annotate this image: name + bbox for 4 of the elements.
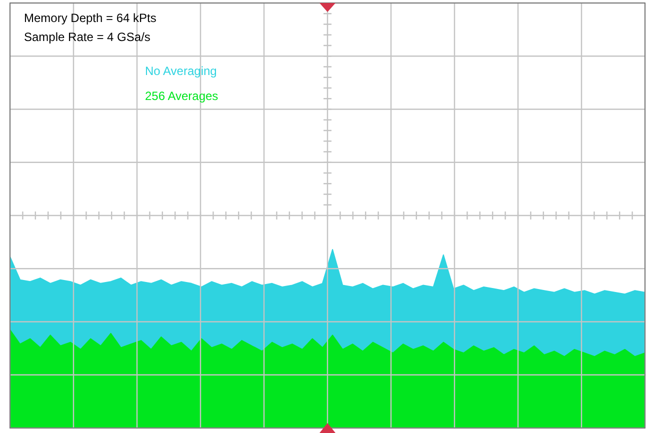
text: Memory Depth = 64 kPts (24, 11, 156, 25)
text: 256 Averages (145, 89, 218, 103)
text: No Averaging (145, 64, 217, 78)
text: Sample Rate = 4 GSa/s (24, 30, 150, 44)
